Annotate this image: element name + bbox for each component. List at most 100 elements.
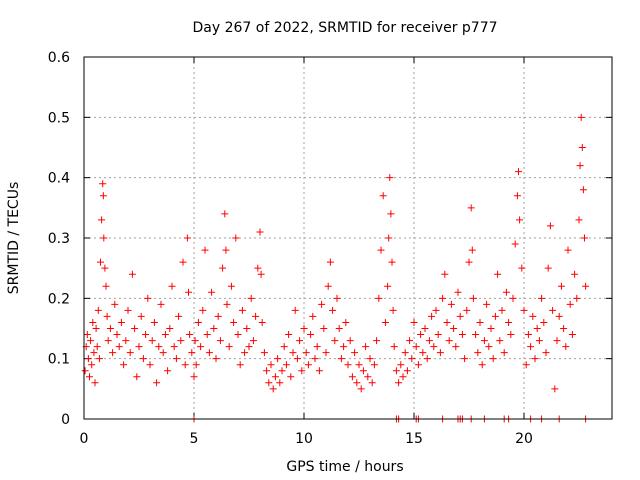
- data-point: [487, 325, 495, 332]
- data-point: [412, 343, 420, 351]
- data-point: [300, 325, 308, 332]
- data-point: [128, 270, 136, 278]
- data-point: [109, 349, 117, 357]
- data-point: [421, 325, 429, 332]
- data-point: [491, 312, 499, 320]
- data-point: [153, 379, 161, 387]
- data-point: [535, 337, 543, 345]
- data-point: [445, 337, 453, 345]
- x-tick-label: 20: [515, 431, 533, 447]
- data-point: [115, 343, 123, 351]
- data-point: [139, 355, 147, 363]
- data-point: [387, 210, 395, 218]
- data-point: [573, 294, 581, 302]
- data-point: [271, 373, 279, 381]
- data-point: [500, 349, 508, 357]
- data-point: [467, 204, 475, 212]
- data-point: [533, 325, 541, 332]
- data-point: [291, 306, 299, 314]
- data-point: [117, 318, 125, 326]
- data-point: [337, 355, 345, 363]
- data-point: [99, 192, 107, 200]
- data-point: [133, 373, 141, 381]
- data-point: [441, 270, 449, 278]
- data-point: [245, 343, 253, 351]
- data-point: [518, 264, 526, 272]
- data-point: [227, 282, 235, 290]
- data-point: [531, 355, 539, 363]
- data-point: [113, 331, 121, 339]
- data-point: [307, 331, 315, 339]
- data-point: [120, 361, 128, 369]
- y-tick-label: 0.2: [48, 291, 70, 307]
- data-point: [373, 337, 381, 345]
- data-point: [293, 355, 301, 363]
- data-point: [256, 228, 264, 236]
- data-point: [265, 379, 273, 387]
- data-point: [485, 343, 493, 351]
- data-point: [157, 300, 165, 308]
- data-point: [104, 337, 112, 345]
- data-point: [511, 240, 519, 248]
- data-point: [582, 282, 590, 290]
- data-point: [577, 113, 585, 121]
- data-point: [99, 180, 107, 188]
- data-point: [576, 162, 584, 170]
- y-tick-label: 0.3: [48, 231, 70, 247]
- data-point: [87, 337, 95, 345]
- data-point: [124, 306, 132, 314]
- data-point: [458, 331, 466, 339]
- data-point: [502, 288, 510, 296]
- data-point: [219, 264, 227, 272]
- y-axis-label: SRMTID / TECUs: [6, 182, 22, 295]
- data-point: [555, 312, 563, 320]
- data-point: [335, 325, 343, 332]
- data-point: [366, 355, 374, 363]
- x-tick-label: 15: [405, 431, 423, 447]
- data-point: [159, 349, 167, 357]
- data-point: [164, 367, 172, 375]
- plot-frame: [83, 56, 613, 420]
- data-point: [342, 318, 350, 326]
- data-point: [389, 306, 397, 314]
- data-point: [516, 216, 524, 224]
- data-point: [183, 234, 191, 242]
- data-point: [172, 355, 180, 363]
- data-point: [494, 270, 502, 278]
- data-point: [551, 385, 559, 393]
- data-point: [247, 294, 255, 302]
- data-point: [450, 325, 458, 332]
- data-point: [302, 349, 310, 357]
- data-point: [101, 264, 109, 272]
- data-point: [465, 258, 473, 266]
- data-point: [94, 306, 102, 314]
- data-point: [103, 312, 111, 320]
- data-point: [368, 379, 376, 387]
- data-point: [84, 355, 92, 363]
- data-point: [452, 343, 460, 351]
- x-tick-label: 0: [80, 431, 89, 447]
- data-point: [93, 343, 101, 351]
- data-point: [505, 318, 513, 326]
- data-point: [276, 379, 284, 387]
- data-point: [524, 331, 532, 339]
- data-point: [540, 318, 548, 326]
- data-point: [322, 349, 330, 357]
- data-point: [447, 300, 455, 308]
- data-point: [432, 306, 440, 314]
- data-point: [263, 367, 271, 375]
- data-point: [542, 349, 550, 357]
- data-point: [562, 343, 570, 351]
- data-point: [241, 349, 249, 357]
- data-point: [192, 361, 200, 369]
- data-point: [249, 337, 257, 345]
- data-point: [267, 361, 275, 369]
- data-point: [144, 294, 152, 302]
- data-point: [346, 337, 354, 345]
- data-point: [181, 361, 189, 369]
- data-point: [289, 349, 297, 357]
- data-point: [357, 385, 365, 393]
- data-point: [311, 355, 319, 363]
- data-point: [190, 373, 198, 381]
- data-point: [355, 361, 363, 369]
